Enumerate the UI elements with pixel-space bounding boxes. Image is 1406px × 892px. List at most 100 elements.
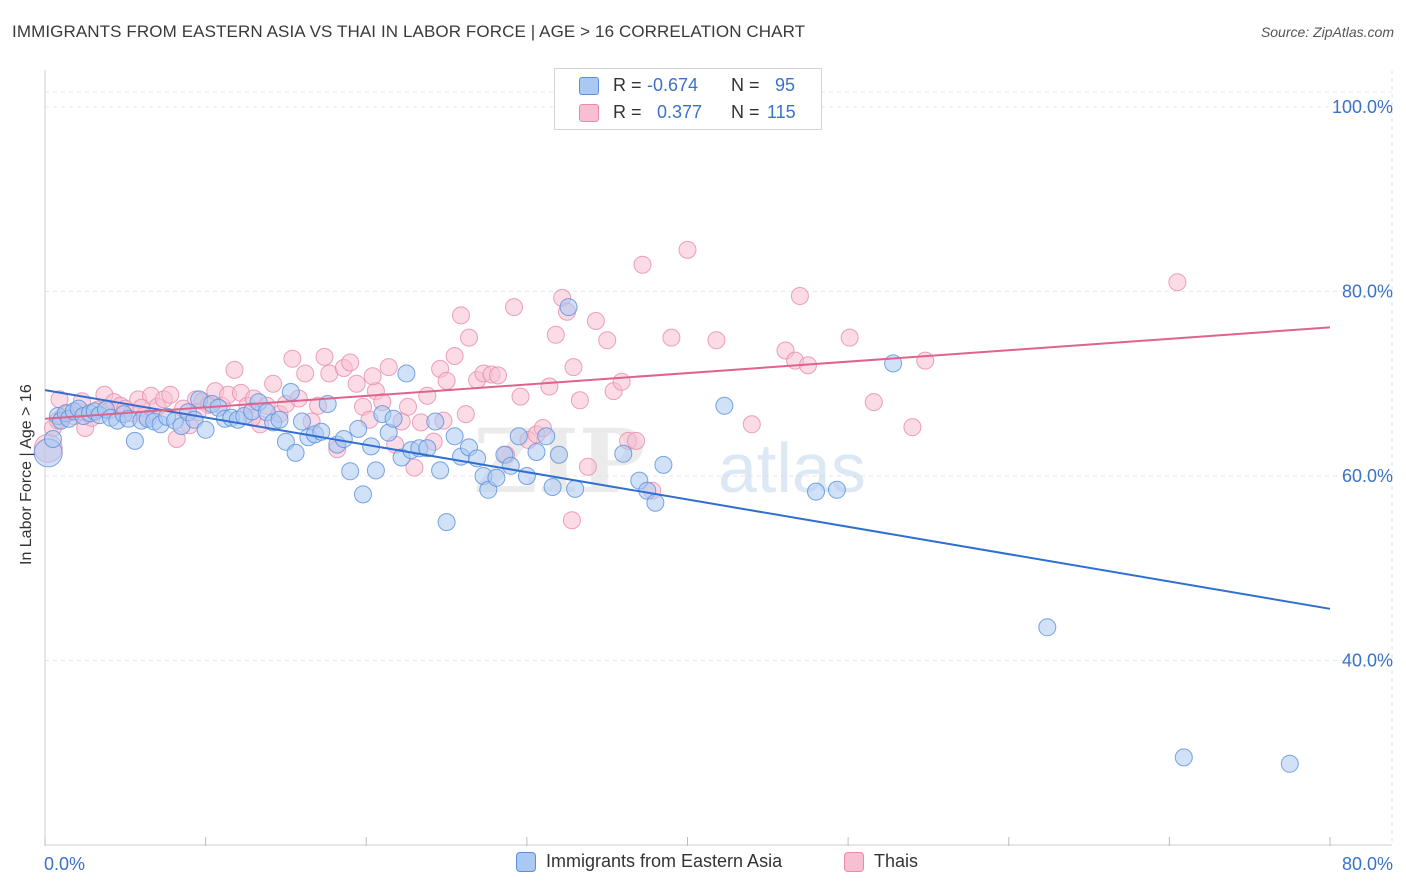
data-point-eastern-asia bbox=[527, 443, 546, 461]
data-point-eastern-asia bbox=[354, 485, 372, 504]
legend-swatch-pink bbox=[844, 851, 864, 872]
data-point-thais bbox=[418, 386, 437, 405]
legend-r-value: 0.377 bbox=[657, 102, 703, 122]
data-point-thais bbox=[161, 385, 180, 404]
legend-item-thais: Thais bbox=[844, 851, 918, 872]
data-point-eastern-asia bbox=[437, 513, 456, 532]
legend-row-blue: R = -0.674 N = 95 bbox=[579, 75, 819, 97]
data-point-eastern-asia bbox=[614, 444, 633, 463]
data-point-thais bbox=[612, 372, 631, 391]
data-point-thais bbox=[903, 418, 922, 437]
x-tick-label: 0.0% bbox=[44, 854, 85, 874]
data-point-thais bbox=[489, 366, 507, 385]
legend-label-eastern-asia: Immigrants from Eastern Asia bbox=[546, 851, 783, 871]
data-point-eastern-asia bbox=[543, 478, 562, 496]
data-point-thais bbox=[379, 358, 398, 377]
data-point-thais bbox=[578, 457, 597, 476]
source-credit: Source: ZipAtlas.com bbox=[1260, 24, 1394, 40]
data-point-thais bbox=[546, 325, 565, 344]
data-point-thais bbox=[437, 371, 456, 390]
data-point-thais bbox=[540, 377, 559, 396]
points bbox=[33, 240, 1299, 773]
data-point-thais bbox=[460, 328, 478, 347]
data-point-eastern-asia bbox=[646, 493, 665, 512]
data-point-thais bbox=[633, 255, 652, 274]
data-point-thais bbox=[363, 367, 382, 386]
data-point-eastern-asia bbox=[426, 412, 445, 431]
data-point-eastern-asia bbox=[559, 298, 578, 317]
data-point-eastern-asia bbox=[397, 364, 416, 383]
data-point-thais bbox=[864, 393, 883, 412]
tick-labels: 100.0% 80.0% 60.0% 40.0% 0.0% 80.0% bbox=[44, 97, 1393, 874]
y-tick-label: 100.0% bbox=[1332, 97, 1393, 117]
legend-n-label: N = bbox=[731, 102, 760, 122]
legend-swatch-blue bbox=[579, 77, 599, 95]
data-point-eastern-asia bbox=[537, 427, 556, 446]
y-tick-label: 60.0% bbox=[1342, 466, 1393, 486]
top-legend: R = -0.674 N = 95 R = 0.377 N = 115 bbox=[554, 68, 822, 130]
data-point-eastern-asia bbox=[501, 456, 520, 475]
data-point-thais bbox=[678, 240, 697, 259]
data-point-thais bbox=[586, 312, 605, 330]
y-axis-title: In Labor Force | Age > 16 bbox=[18, 384, 35, 565]
data-point-eastern-asia bbox=[196, 420, 215, 439]
data-point-eastern-asia bbox=[44, 430, 62, 448]
y-tick-label: 40.0% bbox=[1342, 650, 1393, 670]
data-point-eastern-asia bbox=[487, 468, 506, 487]
data-point-eastern-asia bbox=[384, 409, 403, 428]
data-point-thais bbox=[742, 415, 761, 434]
data-point-eastern-asia bbox=[517, 467, 536, 485]
data-point-thais bbox=[296, 364, 315, 383]
data-point-thais bbox=[564, 358, 583, 377]
data-point-eastern-asia bbox=[281, 383, 300, 401]
chart-title: IMMIGRANTS FROM EASTERN ASIA VS THAI IN … bbox=[12, 22, 806, 41]
legend-n-value: 95 bbox=[775, 75, 796, 95]
data-point-thais bbox=[840, 328, 859, 347]
data-point-thais bbox=[341, 353, 360, 372]
data-point-thais bbox=[399, 397, 417, 416]
legend-swatch-blue bbox=[516, 851, 536, 872]
data-point-thais bbox=[505, 298, 523, 317]
data-point-eastern-asia bbox=[286, 443, 305, 462]
data-point-eastern-asia bbox=[366, 461, 385, 480]
data-point-eastern-asia bbox=[509, 427, 528, 446]
legend-swatch-pink bbox=[579, 104, 599, 122]
data-point-thais bbox=[347, 374, 366, 393]
x-tick-label: 80.0% bbox=[1342, 854, 1393, 874]
trend-line-thais bbox=[44, 326, 1331, 420]
data-point-eastern-asia bbox=[418, 439, 437, 458]
legend-label-thais: Thais bbox=[874, 851, 919, 871]
legend-r-label: R = bbox=[613, 102, 642, 122]
data-point-thais bbox=[452, 306, 470, 325]
legend-item-eastern-asia: Immigrants from Eastern Asia bbox=[516, 851, 782, 872]
data-point-eastern-asia bbox=[1038, 618, 1057, 637]
data-point-eastern-asia bbox=[293, 412, 311, 431]
data-point-thais bbox=[264, 374, 283, 393]
data-point-thais bbox=[662, 328, 681, 347]
data-point-thais bbox=[562, 511, 581, 530]
data-point-eastern-asia bbox=[1280, 754, 1299, 773]
data-point-eastern-asia bbox=[445, 427, 464, 446]
data-point-eastern-asia bbox=[125, 431, 144, 450]
data-point-thais bbox=[315, 347, 334, 366]
data-point-eastern-asia bbox=[550, 445, 568, 464]
data-point-thais bbox=[627, 431, 646, 450]
data-point-eastern-asia bbox=[807, 482, 825, 501]
data-point-thais bbox=[445, 347, 464, 365]
data-point-thais bbox=[790, 287, 809, 305]
data-point-thais bbox=[570, 391, 589, 410]
data-point-eastern-asia bbox=[654, 455, 673, 474]
legend-row-pink: R = 0.377 N = 115 bbox=[579, 102, 819, 124]
data-point-thais bbox=[511, 387, 530, 406]
data-point-eastern-asia bbox=[566, 479, 585, 498]
data-point-thais bbox=[225, 360, 244, 379]
data-point-eastern-asia bbox=[349, 419, 368, 438]
data-point-thais bbox=[707, 331, 726, 350]
data-point-thais bbox=[405, 458, 424, 477]
legend-n-value: 115 bbox=[767, 102, 796, 122]
legend-r-label: R = bbox=[613, 75, 642, 95]
data-point-thais bbox=[916, 351, 935, 370]
data-point-thais bbox=[283, 349, 302, 368]
trend-lines bbox=[44, 326, 1331, 610]
y-axis-title-wrap: In Labor Force | Age > 16 bbox=[18, 384, 38, 565]
